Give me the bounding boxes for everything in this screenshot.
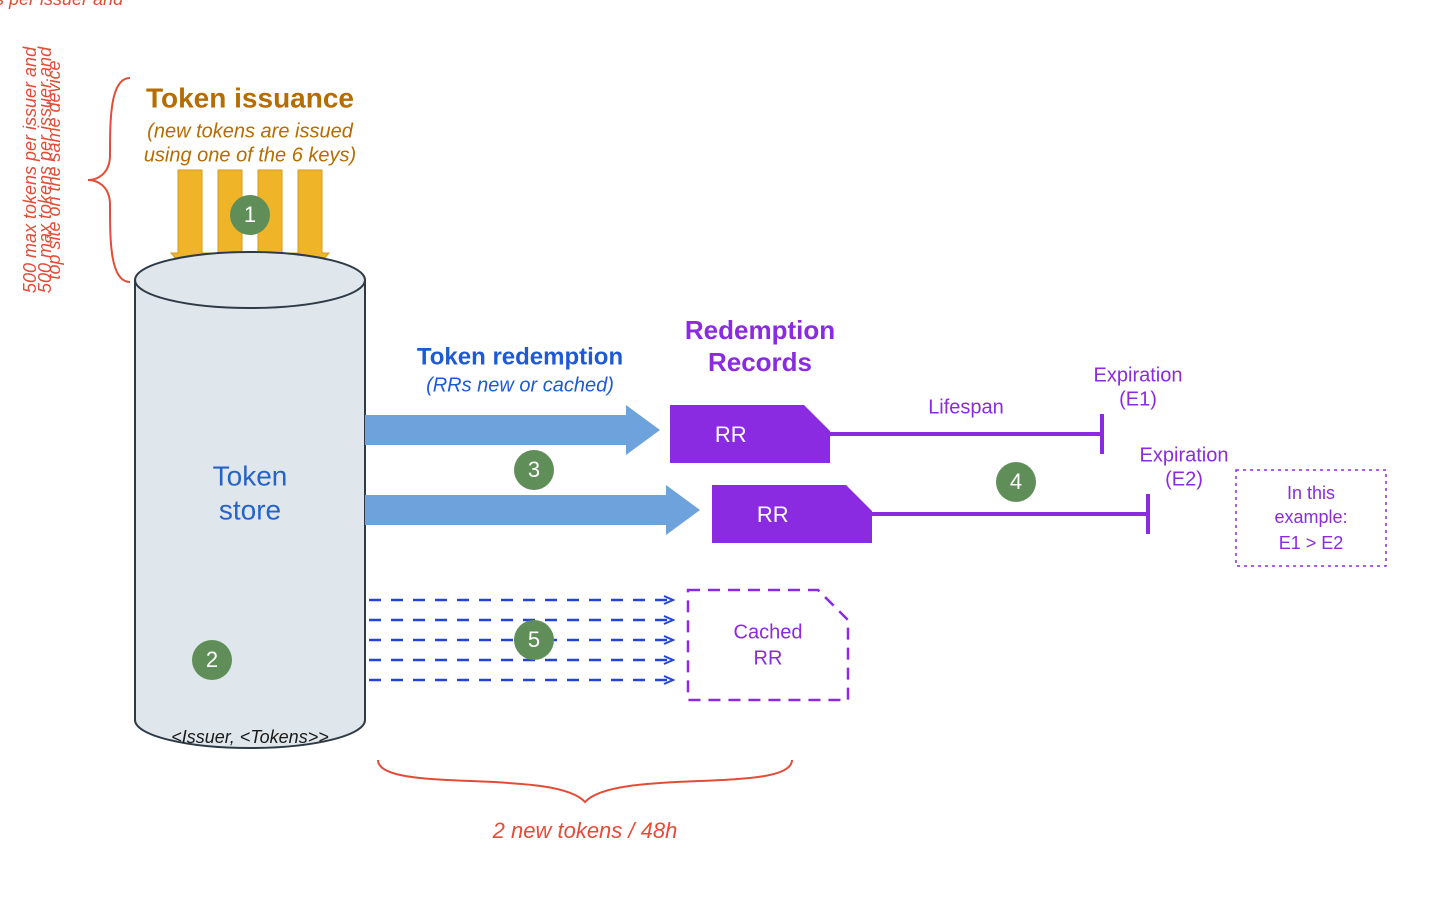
example-note-l1: In this	[1287, 483, 1335, 503]
example-note-l3: E1 > E2	[1279, 533, 1344, 553]
rr-box-2-label: RR	[757, 502, 789, 527]
rr-box-1	[670, 405, 830, 463]
badge-2-label: 2	[206, 647, 218, 672]
badge-3-label: 3	[528, 457, 540, 482]
expiration-label-1-top: Expiration	[1094, 364, 1183, 386]
redemption-subtitle: (RRs new or cached)	[426, 374, 614, 396]
issuance-sub-l2: using one of the 6 keys)	[144, 144, 356, 166]
side-note-l1: 500 max tokens per issuer and	[0, 0, 124, 9]
expiration-label-2-bot: (E2)	[1165, 468, 1203, 490]
example-note-l2: example:	[1274, 507, 1347, 527]
expiration-label-2-top: Expiration	[1140, 444, 1229, 466]
cached-rr-l1: Cached	[734, 621, 803, 643]
issuance-sub-l1: (new tokens are issued	[147, 120, 354, 142]
expiration-label-1-bot: (E1)	[1119, 388, 1157, 410]
side-note-line1: 500 max tokens per issuer and	[20, 46, 40, 293]
cached-rr-box	[688, 590, 848, 700]
rr-header-l2: Records	[708, 347, 812, 377]
redemption-arrow-2	[365, 485, 700, 535]
token-store-label-l2: store	[219, 494, 281, 525]
badge-4-label: 4	[1010, 469, 1022, 494]
rr-box-1-label: RR	[715, 422, 747, 447]
badge-1-label: 1	[244, 202, 256, 227]
bottom-brace	[378, 760, 792, 802]
rr-header-l1: Redemption	[685, 315, 835, 345]
token-store-cylinder-top	[135, 252, 365, 308]
redemption-title: Token redemption	[417, 343, 623, 370]
left-brace	[88, 78, 130, 282]
lifespan-label: Lifespan	[928, 396, 1004, 418]
badge-5-label: 5	[528, 627, 540, 652]
token-store-label-l1: Token	[213, 460, 288, 491]
rr-box-2	[712, 485, 872, 543]
bottom-brace-label: 2 new tokens / 48h	[492, 818, 678, 843]
token-store-footer: <Issuer, <Tokens>>	[171, 727, 328, 747]
cached-rr-l2: RR	[754, 647, 783, 669]
issuance-title: Token issuance	[146, 82, 354, 113]
side-note-line2: top site on the same device	[44, 60, 64, 279]
redemption-arrow-1	[365, 405, 660, 455]
